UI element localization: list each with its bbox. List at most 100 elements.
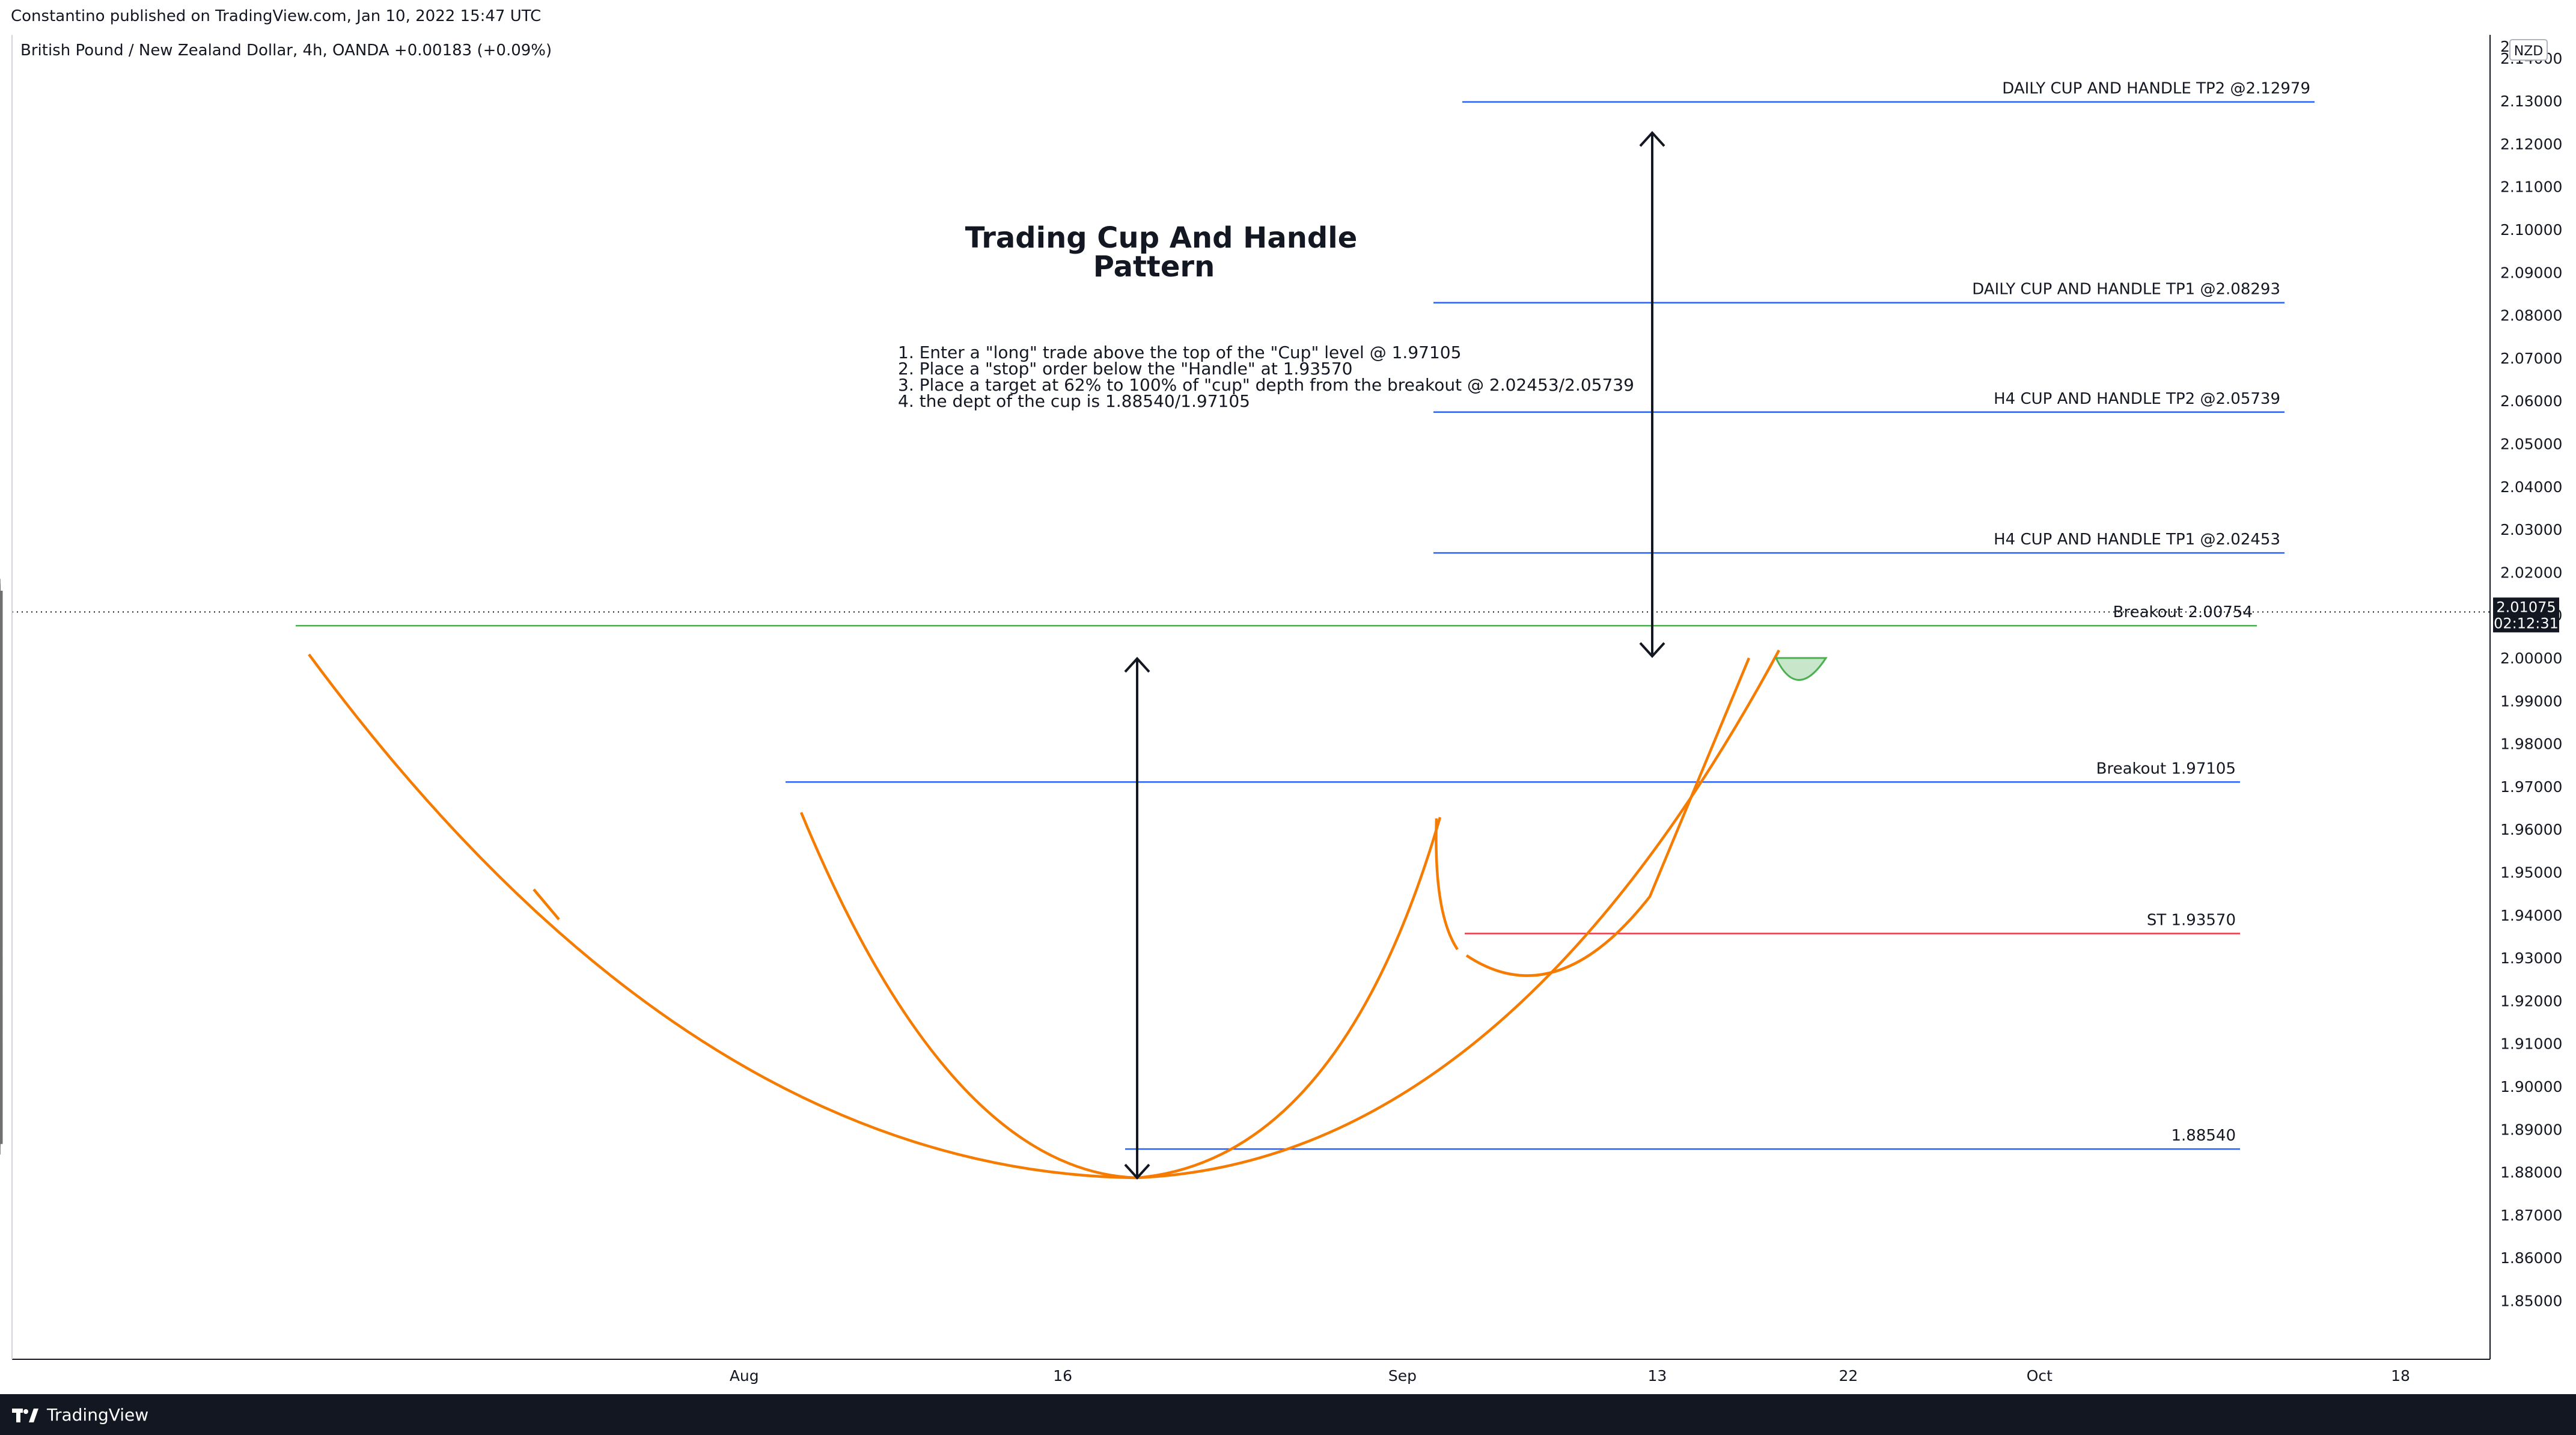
target-arrow-head-bottom bbox=[1639, 642, 1665, 658]
candle-body bbox=[0, 734, 3, 743]
candle-body bbox=[0, 691, 3, 693]
candle-body bbox=[0, 1046, 3, 1052]
price-tick-label: 2.06000 bbox=[2500, 392, 2562, 410]
candle-body bbox=[0, 1095, 3, 1100]
candle-body bbox=[0, 903, 3, 914]
annotation-title: Trading Cup And Handle bbox=[965, 221, 1358, 255]
tradingview-logo-icon bbox=[12, 1408, 38, 1422]
candle-body bbox=[0, 1075, 3, 1077]
candle-body bbox=[0, 876, 3, 883]
candle-body bbox=[0, 942, 3, 951]
price-tick-label: 2.09000 bbox=[2500, 264, 2562, 281]
level-label: H4 CUP AND HANDLE TP2 @2.05739 bbox=[1994, 390, 2280, 408]
price-tick-label: 2.12000 bbox=[2500, 135, 2562, 153]
last-price-badge bbox=[2493, 597, 2559, 633]
candle-body bbox=[0, 925, 3, 928]
price-tick-label: 1.94000 bbox=[2500, 907, 2562, 924]
cup-curve[interactable] bbox=[799, 812, 1442, 1180]
candle-body bbox=[0, 909, 3, 920]
level-label: DAILY CUP AND HANDLE TP2 @2.12979 bbox=[2002, 80, 2310, 98]
price-tick-label: 1.86000 bbox=[2500, 1249, 2562, 1267]
cup-curve[interactable] bbox=[1465, 657, 1751, 977]
price-chart[interactable]: DAILY CUP AND HANDLE TP2 @2.12979 DAILY C… bbox=[0, 0, 2576, 1394]
price-tick-label: 2.08000 bbox=[2500, 307, 2562, 324]
level-label: Breakout 2.00754 bbox=[2113, 603, 2253, 621]
candle-body bbox=[0, 1033, 3, 1037]
candle-body bbox=[0, 778, 3, 787]
candle-body bbox=[0, 749, 3, 758]
candle-body bbox=[0, 1062, 3, 1076]
candle-body bbox=[0, 1028, 3, 1032]
candle-body bbox=[0, 979, 3, 983]
price-tick-label: 2.00000 bbox=[2500, 650, 2562, 667]
candle-body bbox=[0, 770, 3, 775]
countdown-label: 02:12:31 bbox=[2494, 615, 2559, 632]
price-tick-label: 1.98000 bbox=[2500, 736, 2562, 753]
price-tick-label: 1.93000 bbox=[2500, 949, 2562, 967]
publisher-text: Constantino published on TradingView.com… bbox=[11, 7, 542, 25]
candle-body bbox=[0, 796, 3, 797]
candle-body bbox=[0, 788, 3, 795]
candle-body bbox=[0, 625, 3, 644]
price-tick-label: 1.96000 bbox=[2500, 821, 2562, 838]
target-arrow-head-top bbox=[1639, 131, 1665, 147]
time-tick-label: Oct bbox=[2027, 1367, 2053, 1385]
candle-body bbox=[0, 849, 3, 852]
time-tick-label: 22 bbox=[1839, 1367, 1858, 1385]
cup-curve[interactable] bbox=[1435, 818, 1459, 951]
candle-body bbox=[0, 1123, 3, 1125]
price-tick-label: 2.02000 bbox=[2500, 564, 2562, 581]
price-tick-label: 2.05000 bbox=[2500, 436, 2562, 453]
candle-body bbox=[0, 1059, 3, 1062]
annotation-step: 2. Place a "stop" order below the "Handl… bbox=[898, 359, 1353, 379]
candle-body bbox=[0, 604, 3, 612]
candle-body bbox=[0, 743, 3, 746]
time-tick-label: 13 bbox=[1648, 1367, 1667, 1385]
candle-body bbox=[0, 827, 3, 831]
price-tick-label: 2.03000 bbox=[2500, 521, 2562, 538]
candle-body bbox=[0, 997, 3, 1008]
candle-body bbox=[0, 1132, 3, 1133]
candle-body bbox=[0, 700, 3, 706]
handle-shape[interactable] bbox=[1774, 657, 1828, 681]
level-label: ST 1.93570 bbox=[2147, 911, 2236, 929]
time-tick-label: 16 bbox=[1053, 1367, 1072, 1385]
candle-body bbox=[0, 676, 3, 682]
candle-body bbox=[0, 1052, 3, 1060]
level-label: H4 CUP AND HANDLE TP1 @2.02453 bbox=[1994, 531, 2280, 549]
annotation-title-line2: Pattern bbox=[1093, 250, 1215, 284]
candle-body bbox=[0, 628, 3, 633]
currency-badge[interactable] bbox=[2509, 39, 2548, 61]
price-tick-label: 1.91000 bbox=[2500, 1035, 2562, 1053]
candle-body bbox=[0, 982, 3, 991]
candle-body bbox=[0, 940, 3, 942]
level-label: Breakout 1.97105 bbox=[2096, 760, 2236, 778]
candle-body bbox=[0, 950, 3, 953]
candle-body bbox=[0, 687, 3, 692]
candle-body bbox=[0, 1008, 3, 1011]
price-tick-label: 1.97000 bbox=[2500, 778, 2562, 796]
candle-body bbox=[0, 775, 3, 778]
time-tick-label: Aug bbox=[730, 1367, 759, 1385]
cup-curve[interactable] bbox=[308, 649, 1780, 1180]
candle-body bbox=[0, 870, 3, 876]
price-tick-label: 2.04000 bbox=[2500, 478, 2562, 496]
candle-body bbox=[0, 883, 3, 885]
candle-body bbox=[0, 721, 3, 733]
candle-body bbox=[0, 757, 3, 767]
candle-body bbox=[0, 835, 3, 845]
price-tick-label: 1.95000 bbox=[2500, 864, 2562, 882]
candle-body bbox=[0, 711, 3, 722]
candle-body bbox=[0, 721, 3, 723]
price-axis[interactable] bbox=[2490, 35, 2576, 1359]
candle-body bbox=[0, 703, 3, 711]
price-tick-label: 2.07000 bbox=[2500, 350, 2562, 367]
cup-curve[interactable] bbox=[533, 888, 560, 921]
candle-body bbox=[0, 644, 3, 654]
candle-body bbox=[0, 613, 3, 624]
level-label: DAILY CUP AND HANDLE TP1 @2.08293 bbox=[1972, 281, 2280, 299]
candle-body bbox=[0, 1123, 3, 1132]
candle-body bbox=[0, 693, 3, 701]
candle-body bbox=[0, 1011, 3, 1020]
tradingview-logo[interactable]: TradingView bbox=[12, 1405, 148, 1425]
